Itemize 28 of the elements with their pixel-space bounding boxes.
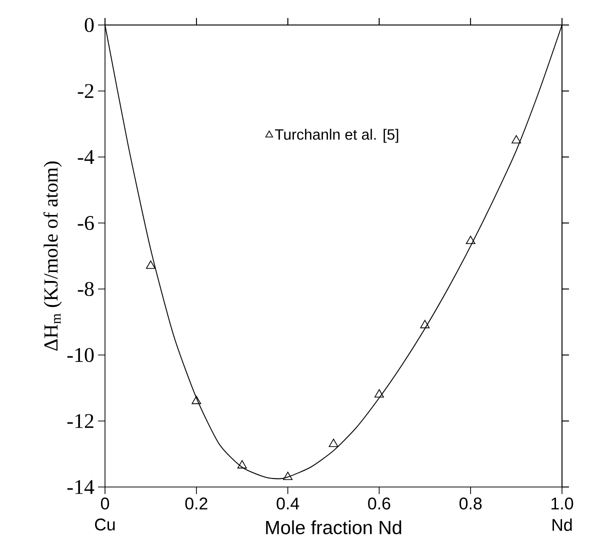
- point: [192, 396, 202, 404]
- y-tick-label: -12: [67, 414, 94, 428]
- point: [512, 135, 522, 144]
- point: [466, 236, 476, 244]
- x-tick-label: 0.2: [185, 498, 208, 510]
- text: Cu: [95, 518, 115, 531]
- point: [146, 260, 156, 269]
- x-tick-label: 0.8: [459, 498, 482, 510]
- x-axis-title: Mole fraction Nd: [266, 520, 402, 534]
- point: [283, 472, 293, 480]
- point: [420, 320, 430, 328]
- y-tick-label: -6: [78, 216, 94, 230]
- point: [328, 438, 338, 447]
- y-axis-title: ΔH$_{m}$ (KJ/mole of atom): [43, 162, 62, 351]
- y-tick-label: 0: [84, 18, 94, 32]
- point: [374, 389, 384, 398]
- legend-label: Turchanln et al. [5]: [274, 128, 398, 143]
- text: Nd: [552, 518, 572, 531]
- x-tick-label: 0.4: [276, 498, 300, 510]
- x-tick-label: 0.6: [368, 498, 390, 510]
- y-tick-label: -4: [78, 150, 94, 164]
- x-tick-label: 1.0: [552, 498, 574, 510]
- x-tick-label: 0: [100, 498, 110, 510]
- y-tick-label: -14: [67, 480, 94, 494]
- point: [237, 460, 247, 468]
- y-tick-label: -8: [78, 282, 94, 296]
- y-tick-label: -10: [67, 348, 94, 362]
- y-tick-label: -2: [78, 84, 94, 98]
